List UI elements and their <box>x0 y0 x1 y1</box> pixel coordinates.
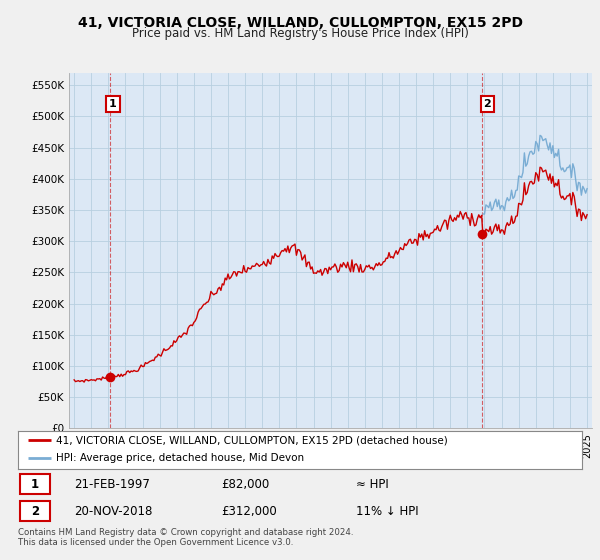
FancyBboxPatch shape <box>20 501 50 521</box>
Text: Price paid vs. HM Land Registry's House Price Index (HPI): Price paid vs. HM Land Registry's House … <box>131 27 469 40</box>
Text: 21-FEB-1997: 21-FEB-1997 <box>74 478 150 491</box>
Text: 41, VICTORIA CLOSE, WILLAND, CULLOMPTON, EX15 2PD: 41, VICTORIA CLOSE, WILLAND, CULLOMPTON,… <box>77 16 523 30</box>
Text: £312,000: £312,000 <box>221 505 277 517</box>
Text: 20-NOV-2018: 20-NOV-2018 <box>74 505 153 517</box>
Text: HPI: Average price, detached house, Mid Devon: HPI: Average price, detached house, Mid … <box>56 453 304 463</box>
Text: 11% ↓ HPI: 11% ↓ HPI <box>356 505 419 517</box>
Text: £82,000: £82,000 <box>221 478 269 491</box>
Text: 2: 2 <box>484 99 491 109</box>
Text: 1: 1 <box>31 478 39 491</box>
Text: Contains HM Land Registry data © Crown copyright and database right 2024.
This d: Contains HM Land Registry data © Crown c… <box>18 528 353 547</box>
Text: 41, VICTORIA CLOSE, WILLAND, CULLOMPTON, EX15 2PD (detached house): 41, VICTORIA CLOSE, WILLAND, CULLOMPTON,… <box>56 435 448 445</box>
Text: 1: 1 <box>109 99 117 109</box>
FancyBboxPatch shape <box>20 474 50 494</box>
Text: 2: 2 <box>31 505 39 517</box>
Text: ≈ HPI: ≈ HPI <box>356 478 389 491</box>
